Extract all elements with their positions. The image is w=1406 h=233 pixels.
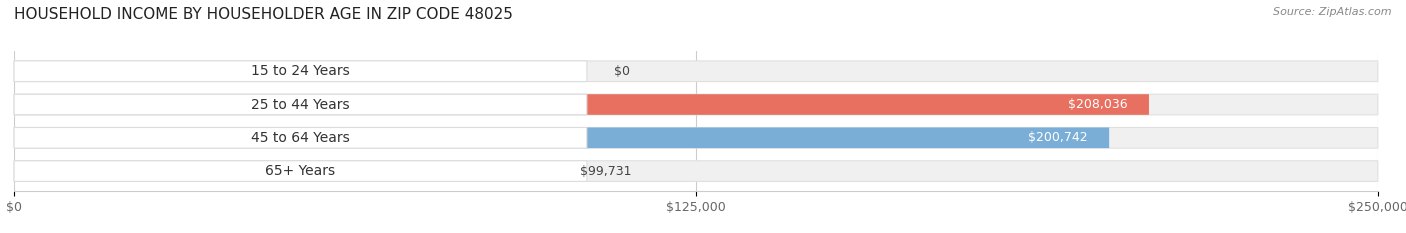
- FancyBboxPatch shape: [14, 61, 586, 82]
- Text: 25 to 44 Years: 25 to 44 Years: [252, 98, 350, 112]
- FancyBboxPatch shape: [14, 94, 1378, 115]
- Text: Source: ZipAtlas.com: Source: ZipAtlas.com: [1274, 7, 1392, 17]
- Text: 45 to 64 Years: 45 to 64 Years: [252, 131, 350, 145]
- Text: HOUSEHOLD INCOME BY HOUSEHOLDER AGE IN ZIP CODE 48025: HOUSEHOLD INCOME BY HOUSEHOLDER AGE IN Z…: [14, 7, 513, 22]
- FancyBboxPatch shape: [14, 127, 1109, 148]
- Text: 65+ Years: 65+ Years: [266, 164, 336, 178]
- Text: $0: $0: [614, 65, 630, 78]
- Text: 15 to 24 Years: 15 to 24 Years: [252, 64, 350, 78]
- FancyBboxPatch shape: [14, 94, 1149, 115]
- FancyBboxPatch shape: [14, 127, 586, 148]
- Text: $99,731: $99,731: [579, 164, 631, 178]
- Text: $208,036: $208,036: [1067, 98, 1128, 111]
- FancyBboxPatch shape: [14, 161, 1378, 182]
- Text: $200,742: $200,742: [1028, 131, 1087, 144]
- FancyBboxPatch shape: [14, 161, 586, 182]
- FancyBboxPatch shape: [14, 161, 558, 182]
- FancyBboxPatch shape: [14, 127, 1378, 148]
- FancyBboxPatch shape: [14, 61, 1378, 82]
- FancyBboxPatch shape: [14, 94, 586, 115]
